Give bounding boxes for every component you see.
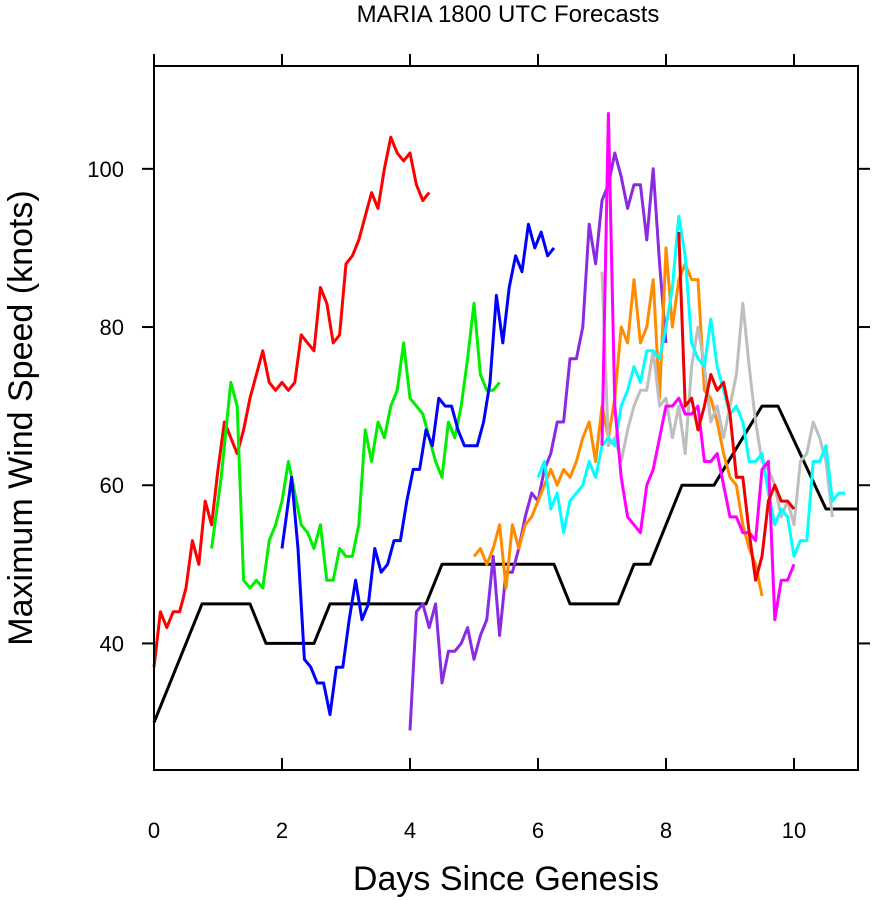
series-line-1 [152,135,431,668]
x-tick-label: 4 [404,818,416,843]
x-tick-label: 2 [276,818,288,843]
x-tick-label: 6 [532,818,544,843]
x-tick-label: 8 [660,818,672,843]
x-tick-label: 0 [148,818,160,843]
series-line-2 [210,301,501,590]
series-line-7 [536,214,846,558]
y-axis-label: Maximum Wind Speed (knots) [2,190,40,645]
chart-title: MARIA 1800 UTC Forecasts [357,1,660,28]
plot-frame [153,65,859,771]
axis-ticks: 0 2 4 6 8 10 40 60 80 100 [87,54,870,843]
series-line-9 [677,232,796,582]
series-line-0 [152,404,858,724]
y-tick-label: 40 [100,631,124,656]
series-group [152,112,858,731]
series-line-3 [280,222,556,717]
x-tick-label: 10 [782,818,806,843]
y-tick-label: 60 [100,473,124,498]
x-axis-label: Days Since Genesis [353,860,659,898]
y-tick-label: 80 [100,315,124,340]
series-line-6 [600,271,834,527]
series-line-8 [600,112,796,622]
y-tick-label: 100 [87,157,124,182]
